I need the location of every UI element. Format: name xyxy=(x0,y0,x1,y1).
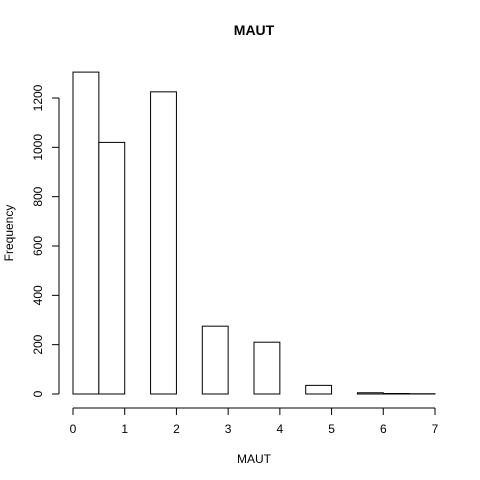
y-axis-title: Frequency xyxy=(2,205,16,262)
x-tick-label: 3 xyxy=(225,422,232,436)
x-tick-label: 5 xyxy=(328,422,335,436)
histogram-bar xyxy=(72,71,100,395)
x-tick-label: 0 xyxy=(70,422,77,436)
x-tick-label: 6 xyxy=(380,422,387,436)
x-tick-label: 4 xyxy=(277,422,284,436)
y-tick-label: 1200 xyxy=(31,84,45,111)
histogram-bar xyxy=(356,392,384,395)
y-tick-label: 600 xyxy=(31,236,45,256)
x-tick-label: 7 xyxy=(432,422,439,436)
bars-group xyxy=(72,71,436,395)
histogram-bar xyxy=(150,91,177,395)
histogram-bar xyxy=(253,341,281,395)
chart-title: MAUT xyxy=(234,22,275,38)
y-tick-label: 400 xyxy=(31,285,45,305)
y-axis: 0 200 400 600 800 1000 1200 xyxy=(31,84,60,397)
histogram-bar xyxy=(98,141,126,395)
y-tick-label: 800 xyxy=(31,186,45,206)
histogram-bar xyxy=(305,384,333,395)
y-tick-label: 200 xyxy=(31,334,45,354)
y-tick-label: 0 xyxy=(31,390,45,397)
x-axis-title: MAUT xyxy=(237,452,272,466)
x-tick-label: 2 xyxy=(173,422,180,436)
histogram-bar xyxy=(201,325,229,395)
x-axis: 0 1 2 3 4 5 6 7 xyxy=(70,407,439,436)
x-tick-label: 1 xyxy=(121,422,128,436)
y-tick-label: 1000 xyxy=(31,134,45,161)
